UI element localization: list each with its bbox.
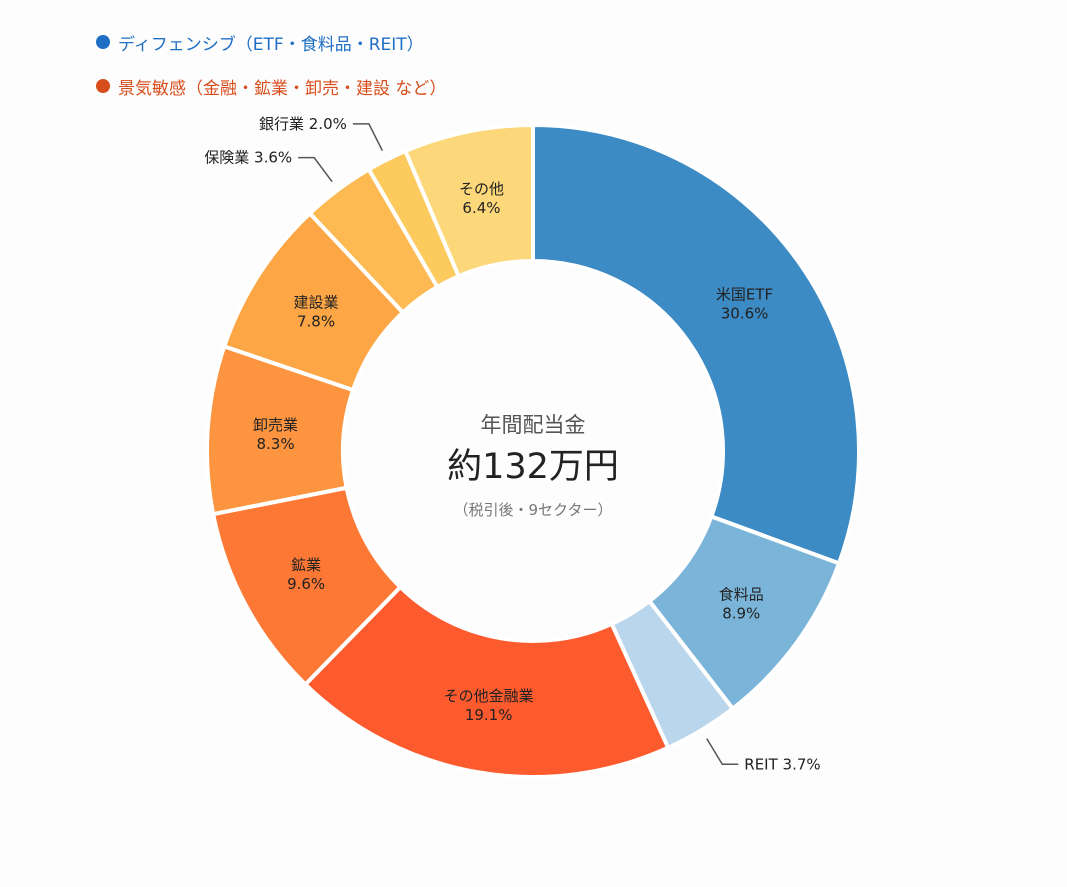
legend-item-defensive: ディフェンシブ（ETF・食料品・REIT） [96, 30, 446, 55]
legend-dot-defensive [96, 35, 110, 49]
slice-label-8: 保険業 3.6% [204, 149, 292, 167]
legend-label-defensive: ディフェンシブ（ETF・食料品・REIT） [118, 34, 424, 55]
legend-dot-cyclical [96, 79, 110, 93]
slice-name-4: その他金融業 [444, 687, 534, 705]
donut-slices [205, 122, 861, 779]
legend: ディフェンシブ（ETF・食料品・REIT） 景気敏感（金融・鉱業・卸売・建設 な… [96, 30, 446, 118]
slice-name-6: 卸売業 [253, 416, 298, 434]
donut-labels: 米国ETF 30.6% 食料品 8.9% REIT 3.7% その他金融業 19.1% 鉱業 9… [204, 115, 820, 773]
center-title: 年間配当金 [481, 413, 586, 437]
slice-label-10: その他 6.4% [459, 180, 504, 217]
slice-label-4: その他金融業 19.1% [444, 687, 534, 724]
slice-name-7: 建設業 [294, 293, 339, 311]
leader-line-8 [298, 156, 333, 183]
slice-label-2: 食料品 8.9% [719, 585, 764, 622]
slice-percent-2: 8.9% [722, 604, 760, 622]
slice-percent-7: 7.8% [297, 312, 335, 330]
slice-percent-4: 19.1% [465, 706, 513, 724]
leader-line-9 [352, 123, 384, 152]
slice-label-5: 鉱業 9.6% [287, 556, 325, 593]
slice-label-3: REIT 3.7% [744, 755, 820, 773]
slice-label-6: 卸売業 8.3% [253, 416, 298, 453]
slice-name-5: 鉱業 [291, 556, 321, 574]
slice-percent-1: 30.6% [721, 304, 769, 322]
slice-percent-6: 8.3% [257, 435, 295, 453]
slice-name-2: 食料品 [719, 585, 764, 603]
leader-line-3 [706, 738, 739, 766]
center-note: （税引後・9セクター） [454, 501, 613, 519]
legend-label-cyclical: 景気敏感（金融・鉱業・卸売・建設 など） [118, 78, 447, 99]
slice-percent-10: 6.4% [462, 199, 500, 217]
slice-name-10: その他 [459, 180, 504, 198]
center-value: 約132万円 [447, 447, 619, 487]
legend-item-cyclical: 景気敏感（金融・鉱業・卸売・建設 など） [96, 74, 447, 99]
slice-label-9: 銀行業 2.0% [259, 115, 347, 133]
slice-1 [531, 122, 861, 566]
slice-label-1: 米国ETF 30.6% [716, 285, 773, 322]
slice-4 [302, 584, 671, 779]
slice-name-1: 米国ETF [716, 285, 773, 303]
slice-10 [402, 122, 535, 279]
slice-label-7: 建設業 7.8% [294, 293, 339, 330]
slice-percent-5: 9.6% [287, 575, 325, 593]
